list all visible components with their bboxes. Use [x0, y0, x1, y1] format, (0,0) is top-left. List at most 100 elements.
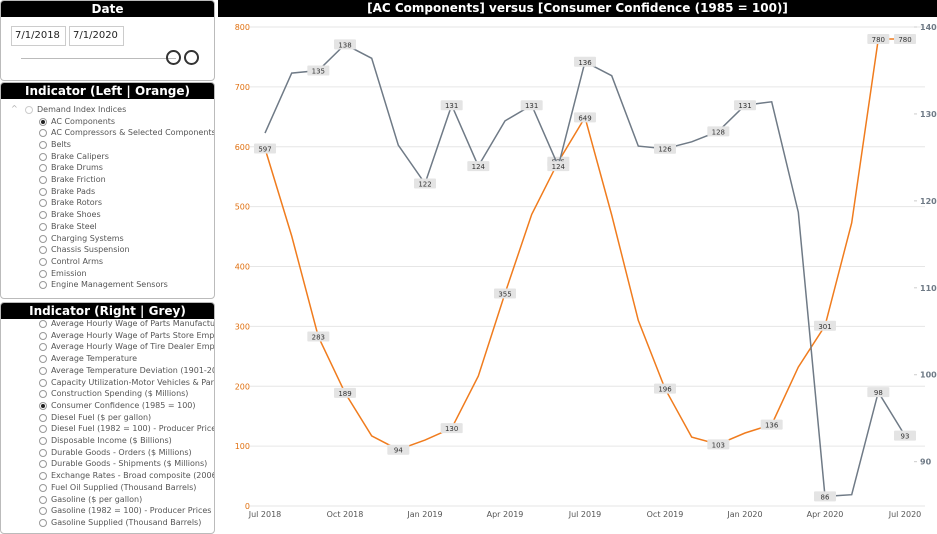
list-item[interactable]: Gasoline ($ per gallon) — [51, 494, 143, 504]
list-item[interactable]: Fuel Oil Supplied (Thousand Barrels) — [51, 482, 197, 492]
list-item[interactable]: Capacity Utilization-Motor Vehicles & Pa… — [51, 377, 215, 387]
panel-title: Indicator (Right | Grey) — [1, 303, 214, 319]
radio[interactable] — [39, 129, 47, 138]
list-item[interactable]: Gasoline Supplied (Thousand Barrels) — [51, 517, 202, 527]
data-label: 283 — [312, 334, 325, 342]
data-label: 130 — [445, 425, 458, 433]
list-item[interactable]: Brake Friction — [51, 175, 106, 184]
group-label: Demand Index Indices — [37, 105, 127, 114]
list-item[interactable]: Engine Management Sensors — [51, 280, 168, 290]
series-line — [264, 43, 906, 498]
list-item[interactable]: Durable Goods - Shipments ($ Millions) — [51, 459, 208, 469]
list-item[interactable]: Emission — [51, 268, 87, 278]
radio[interactable] — [39, 222, 47, 231]
list-item[interactable]: Average Hourly Wage of Tire Dealer Emplo… — [51, 342, 215, 352]
list-item[interactable]: Average Temperature Deviation (1901-2000… — [51, 365, 214, 375]
radio[interactable] — [39, 343, 47, 352]
list-item[interactable]: Diesel Fuel ($ per gallon) — [51, 412, 152, 422]
data-label-box — [894, 33, 916, 44]
radio[interactable] — [39, 437, 47, 445]
data-label-box — [334, 387, 356, 398]
date-input[interactable]: 7/1/2018 — [11, 26, 66, 46]
list-item[interactable]: Disposable Income ($ Billions) — [51, 436, 172, 445]
data-label-box — [414, 178, 436, 189]
radio[interactable] — [39, 257, 47, 266]
group-radio[interactable] — [25, 106, 33, 114]
list-item[interactable]: Average Temperature — [51, 354, 138, 364]
y-tick-label: 400 — [235, 263, 250, 272]
data-label: 122 — [418, 180, 431, 188]
list-item[interactable]: AC Compressors & Selected Components — [51, 128, 215, 138]
radio[interactable] — [39, 246, 47, 255]
radio[interactable] — [39, 176, 47, 184]
radio[interactable] — [39, 378, 47, 387]
radio[interactable] — [39, 483, 47, 492]
list-item[interactable]: Consumer Confidence (1985 = 100) — [51, 400, 196, 410]
radio[interactable] — [39, 331, 47, 340]
radio[interactable] — [39, 152, 47, 161]
list-item[interactable]: Durable Goods - Orders ($ Millions) — [51, 447, 192, 457]
data-label: 126 — [658, 146, 672, 154]
data-label: 124 — [552, 163, 566, 171]
radio[interactable] — [39, 140, 47, 149]
data-label-box — [494, 288, 516, 299]
radio[interactable] — [39, 211, 47, 220]
radio[interactable] — [39, 401, 47, 410]
list-item[interactable]: Chassis Suspension — [51, 245, 130, 255]
list-item[interactable]: Charging Systems — [51, 233, 124, 243]
radio[interactable] — [39, 366, 47, 375]
radio[interactable] — [39, 199, 47, 208]
data-label-box — [894, 430, 916, 441]
radio[interactable] — [39, 234, 47, 243]
radio[interactable] — [39, 472, 47, 481]
radio[interactable] — [39, 507, 47, 516]
radio[interactable] — [39, 413, 47, 422]
slider-handle[interactable] — [184, 50, 199, 65]
radio[interactable] — [39, 281, 47, 290]
radio[interactable] — [39, 187, 47, 196]
data-label: 189 — [338, 390, 351, 398]
list-item[interactable]: Brake Calipers — [51, 151, 109, 161]
data-label-box — [707, 439, 730, 450]
list-item[interactable]: Exchange Rates - Broad composite (2006 =… — [51, 471, 215, 481]
y2-tick-label: 90 — [920, 458, 932, 467]
radio[interactable] — [39, 425, 47, 434]
list-item[interactable]: Brake Pads — [51, 186, 96, 196]
data-label: 575 — [552, 159, 565, 167]
list-item[interactable]: Average Hourly Wage of Parts Manufacturi… — [51, 319, 215, 328]
date-input[interactable]: 7/1/2020 — [69, 26, 124, 46]
data-label-box — [814, 491, 836, 502]
radio[interactable] — [39, 164, 47, 173]
data-label-box — [440, 423, 463, 434]
list-item[interactable]: Belts — [51, 139, 71, 149]
data-label: 128 — [712, 128, 725, 136]
data-label-box — [814, 320, 836, 331]
slider-handle[interactable] — [166, 50, 181, 65]
radio[interactable] — [39, 269, 47, 278]
radio[interactable] — [39, 117, 47, 126]
list-item[interactable]: Diesel Fuel (1982 = 100) - Producer Pric… — [51, 424, 215, 434]
radio[interactable] — [39, 448, 47, 457]
radio[interactable] — [39, 390, 47, 399]
data-label-box — [440, 100, 463, 111]
list-item[interactable]: Brake Drums — [51, 163, 103, 173]
x-tick-label: Oct 2018 — [327, 510, 364, 519]
list-item[interactable]: Brake Rotors — [51, 198, 103, 208]
data-label: 131 — [525, 102, 538, 110]
data-label-box — [254, 143, 276, 154]
chevron[interactable]: ^ — [11, 104, 18, 113]
data-label-box — [574, 56, 596, 67]
list-item[interactable]: Brake Shoes — [51, 210, 101, 220]
radio[interactable] — [39, 320, 47, 328]
list-item[interactable]: Average Hourly Wage of Parts Store Emplo… — [51, 330, 215, 340]
list-item[interactable]: Brake Steel — [51, 221, 97, 231]
radio[interactable] — [39, 495, 47, 504]
radio[interactable] — [39, 518, 47, 527]
list-item[interactable]: Gasoline (1982 = 100) - Producer Prices — [51, 506, 212, 516]
radio[interactable] — [39, 355, 47, 364]
radio[interactable] — [39, 460, 47, 469]
list-item[interactable]: Construction Spending ($ Millions) — [51, 389, 189, 399]
list-item[interactable]: AC Components — [51, 116, 116, 126]
list-item[interactable]: Control Arms — [51, 256, 104, 266]
data-label: 649 — [578, 114, 591, 122]
